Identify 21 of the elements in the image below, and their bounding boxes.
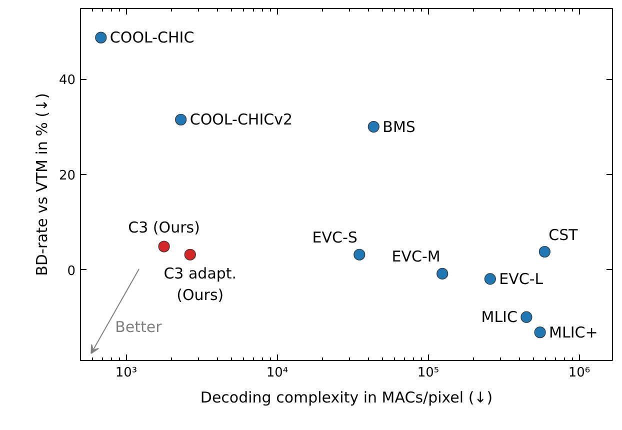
y-axis-title: BD-rate vs VTM in % (↓) <box>32 93 51 276</box>
x-tick-label: 10⁵ <box>417 366 440 380</box>
x-tick-label: 10⁶ <box>568 366 590 380</box>
y-tick-label: 0 <box>67 264 76 279</box>
series-label: EVC-L <box>499 270 544 288</box>
series-label: EVC-M <box>392 248 440 266</box>
x-tick-label: 10³ <box>115 366 138 380</box>
series-label: C3 (Ours) <box>128 218 200 237</box>
series-label: CST <box>548 226 579 244</box>
x-axis-title: Decoding complexity in MACs/pixel (↓) <box>200 388 493 406</box>
series-label: BMS <box>382 118 416 136</box>
annotation: Better <box>115 318 163 336</box>
y-tick-label: 40 <box>58 73 76 88</box>
series-label: COOL-CHIC <box>110 28 194 47</box>
series-label: COOL-CHICv2 <box>190 110 293 129</box>
series-label: EVC-S <box>312 228 358 247</box>
x-tick-label: 10⁴ <box>266 366 288 380</box>
series-label: MLIC+ <box>549 323 598 342</box>
series-label: C3 adapt. (Ours) <box>164 264 237 304</box>
series-label: MLIC <box>481 308 518 326</box>
y-tick-label: 20 <box>58 168 76 184</box>
